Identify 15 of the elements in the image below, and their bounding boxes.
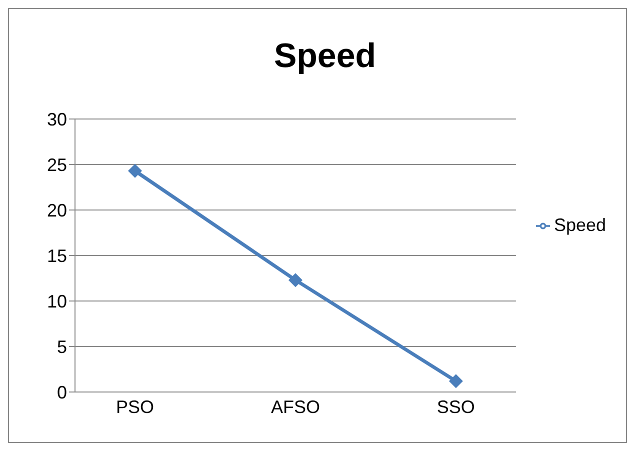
point: [128, 164, 142, 178]
legend-label: Speed: [554, 215, 606, 235]
y-tick-label: 10: [46, 291, 67, 312]
x-tick-label: PSO: [116, 396, 154, 417]
point: [448, 374, 463, 388]
y-tick-label: 5: [56, 336, 67, 357]
x-tick-label: AFSO: [270, 396, 320, 417]
y-tick-label: 25: [46, 154, 67, 175]
y-tick-label: 20: [46, 200, 67, 220]
x-tick-label: SSO: [436, 396, 475, 417]
y-tick-label: 15: [46, 246, 67, 266]
point: [288, 273, 302, 288]
chart-title: Speed: [272, 37, 378, 76]
y-tick-label: 30: [46, 109, 67, 130]
y-tick-label: 0: [56, 382, 67, 402]
